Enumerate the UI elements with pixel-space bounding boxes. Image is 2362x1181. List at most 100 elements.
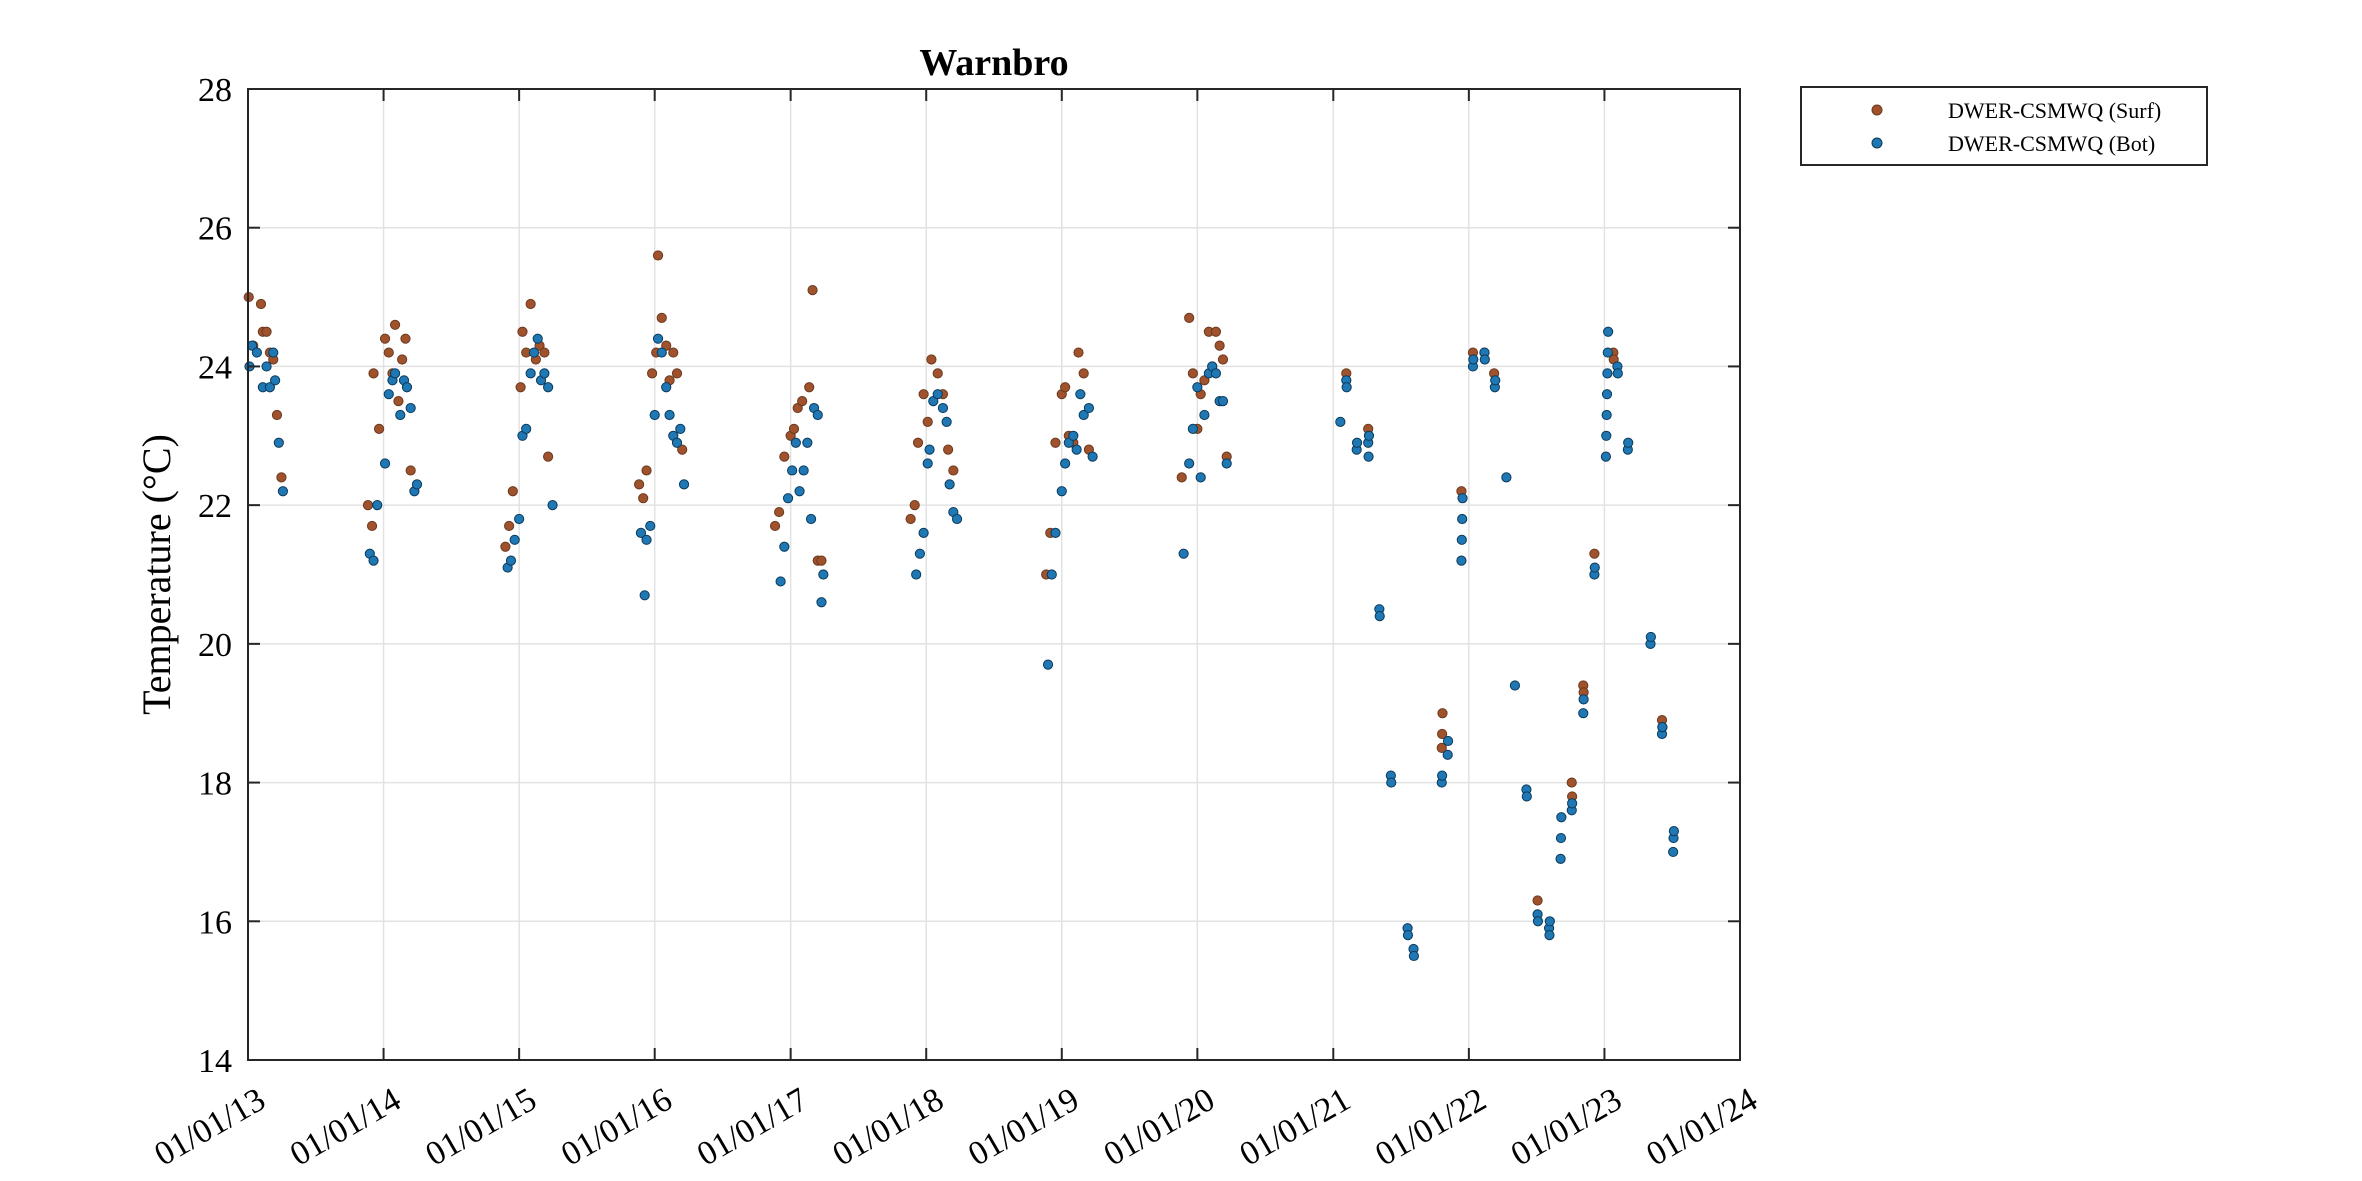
data-point bbox=[1221, 458, 1232, 469]
data-point bbox=[1078, 368, 1089, 379]
data-point bbox=[366, 520, 378, 532]
legend-marker-bot bbox=[1871, 137, 1883, 149]
data-point bbox=[652, 250, 664, 261]
data-point bbox=[1490, 375, 1501, 386]
data-point bbox=[641, 465, 652, 476]
data-point bbox=[1199, 409, 1210, 421]
data-point bbox=[805, 513, 817, 525]
data-point bbox=[1556, 812, 1567, 823]
legend: DWER-CSMWQ (Surf) DWER-CSMWQ (Bot) bbox=[1800, 86, 2208, 166]
data-point bbox=[1457, 493, 1468, 504]
data-point bbox=[1335, 416, 1346, 428]
data-point bbox=[638, 493, 649, 504]
data-point bbox=[1386, 777, 1397, 788]
x-tick-label: 01/01/18 bbox=[827, 1081, 950, 1173]
data-point bbox=[1645, 631, 1656, 643]
data-point bbox=[525, 368, 536, 379]
data-point bbox=[528, 347, 540, 358]
data-point bbox=[1071, 444, 1082, 455]
data-point bbox=[500, 541, 511, 552]
data-point bbox=[1603, 326, 1614, 337]
data-point bbox=[1521, 791, 1532, 802]
data-point bbox=[924, 444, 935, 455]
data-point bbox=[1544, 930, 1555, 941]
data-point bbox=[1442, 735, 1454, 747]
data-point bbox=[802, 437, 813, 448]
x-tick-label: 01/01/19 bbox=[962, 1081, 1085, 1173]
data-point bbox=[1668, 826, 1679, 837]
data-point bbox=[1509, 680, 1521, 691]
data-point bbox=[383, 389, 394, 400]
data-point bbox=[797, 396, 808, 407]
data-point bbox=[1578, 694, 1589, 705]
data-point bbox=[1374, 611, 1385, 622]
data-point bbox=[1436, 742, 1447, 753]
data-point bbox=[818, 569, 829, 580]
data-point bbox=[664, 409, 675, 421]
data-point bbox=[1468, 354, 1479, 365]
data-point bbox=[807, 285, 818, 296]
data-point bbox=[547, 500, 558, 511]
data-point bbox=[268, 347, 279, 358]
data-point bbox=[1437, 708, 1448, 719]
data-point bbox=[1589, 548, 1600, 559]
data-point bbox=[775, 576, 786, 587]
data-point bbox=[1214, 340, 1225, 351]
data-point bbox=[794, 486, 805, 497]
data-point bbox=[374, 423, 385, 434]
data-point bbox=[543, 382, 554, 393]
data-point bbox=[261, 361, 272, 372]
x-tick-label: 01/01/17 bbox=[691, 1081, 814, 1173]
data-point bbox=[1437, 728, 1448, 740]
data-point bbox=[1073, 347, 1084, 358]
data-point bbox=[372, 500, 383, 511]
data-point bbox=[1532, 916, 1544, 927]
data-point bbox=[1612, 368, 1623, 379]
data-point bbox=[787, 465, 798, 476]
data-point bbox=[539, 368, 550, 379]
data-point bbox=[1050, 527, 1061, 538]
data-point bbox=[943, 444, 954, 455]
data-point bbox=[769, 520, 781, 532]
data-point bbox=[389, 319, 401, 330]
data-point bbox=[504, 520, 515, 532]
y-tick-label: 16 bbox=[198, 904, 232, 941]
x-tick-label: 01/01/13 bbox=[148, 1081, 271, 1173]
data-point bbox=[1501, 472, 1512, 483]
data-point bbox=[779, 541, 790, 552]
legend-label-surf: DWER-CSMWQ (Surf) bbox=[1948, 98, 2161, 123]
data-point bbox=[514, 513, 525, 525]
data-point bbox=[788, 423, 800, 434]
data-point bbox=[517, 326, 528, 337]
data-point bbox=[1555, 832, 1567, 844]
data-point bbox=[1078, 409, 1089, 421]
plot-frame bbox=[247, 88, 1741, 1061]
data-point bbox=[1363, 430, 1375, 441]
data-point bbox=[1456, 534, 1467, 545]
data-point bbox=[951, 513, 963, 525]
data-point bbox=[400, 333, 411, 344]
data-point bbox=[1187, 368, 1199, 379]
data-point bbox=[905, 513, 916, 525]
data-point bbox=[379, 458, 391, 469]
data-point bbox=[675, 423, 686, 434]
data-point bbox=[1408, 950, 1419, 962]
series-surf bbox=[243, 250, 1668, 906]
data-point bbox=[1363, 451, 1374, 462]
y-tick-label: 24 bbox=[198, 349, 232, 386]
data-point bbox=[634, 479, 645, 490]
data-point bbox=[816, 555, 827, 566]
data-point bbox=[1457, 513, 1468, 525]
data-point bbox=[1402, 930, 1414, 941]
data-point bbox=[649, 409, 660, 421]
data-point bbox=[1657, 721, 1668, 733]
data-point bbox=[509, 534, 520, 545]
data-point bbox=[937, 402, 949, 414]
legend-label-bot: DWER-CSMWQ (Bot) bbox=[1948, 131, 2155, 156]
data-point bbox=[539, 347, 550, 358]
x-tick-label: 01/01/15 bbox=[420, 1081, 543, 1173]
data-point bbox=[515, 382, 526, 393]
data-point bbox=[276, 472, 287, 483]
data-point bbox=[1442, 749, 1453, 760]
